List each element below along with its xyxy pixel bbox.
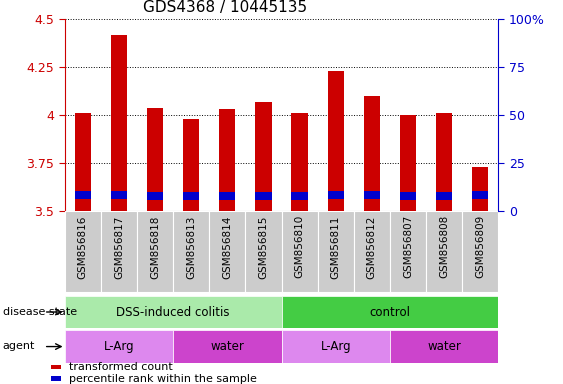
Bar xyxy=(147,108,163,211)
Text: GSM856809: GSM856809 xyxy=(475,215,485,278)
Text: GDS4368 / 10445135: GDS4368 / 10445135 xyxy=(143,0,307,15)
Bar xyxy=(65,211,101,292)
Text: GSM856811: GSM856811 xyxy=(330,215,341,279)
Bar xyxy=(292,192,308,200)
Bar xyxy=(173,211,209,292)
Bar xyxy=(400,115,416,211)
Text: GSM856814: GSM856814 xyxy=(222,215,233,279)
Text: GSM856813: GSM856813 xyxy=(186,215,196,279)
Bar xyxy=(364,96,380,211)
Text: DSS-induced colitis: DSS-induced colitis xyxy=(117,306,230,318)
Bar xyxy=(318,211,354,292)
Bar xyxy=(183,192,199,200)
Bar xyxy=(364,191,380,199)
Bar xyxy=(75,191,91,199)
Bar xyxy=(390,211,426,292)
Text: water: water xyxy=(427,340,461,353)
Bar xyxy=(255,102,271,211)
Bar xyxy=(426,211,462,292)
Bar xyxy=(173,330,282,363)
Bar xyxy=(75,113,91,211)
Text: L-Arg: L-Arg xyxy=(104,340,134,353)
Bar xyxy=(472,167,488,211)
Bar xyxy=(282,296,498,328)
Bar xyxy=(472,191,488,199)
Text: GSM856807: GSM856807 xyxy=(403,215,413,278)
Bar xyxy=(328,191,344,199)
Text: disease state: disease state xyxy=(3,307,77,317)
Text: GSM856818: GSM856818 xyxy=(150,215,160,279)
Bar xyxy=(101,211,137,292)
Bar xyxy=(328,71,344,211)
Bar xyxy=(111,35,127,211)
Text: transformed count: transformed count xyxy=(69,362,173,372)
Bar xyxy=(436,113,452,211)
Bar xyxy=(111,191,127,199)
Text: GSM856808: GSM856808 xyxy=(439,215,449,278)
Bar xyxy=(354,211,390,292)
Text: control: control xyxy=(369,306,410,318)
Bar xyxy=(255,192,271,200)
Text: GSM856810: GSM856810 xyxy=(294,215,305,278)
Text: agent: agent xyxy=(3,341,35,351)
Text: percentile rank within the sample: percentile rank within the sample xyxy=(69,374,257,384)
Bar xyxy=(282,211,318,292)
Text: L-Arg: L-Arg xyxy=(320,340,351,353)
Bar xyxy=(219,109,235,211)
Text: water: water xyxy=(211,340,244,353)
Bar xyxy=(137,211,173,292)
Bar xyxy=(65,296,282,328)
Bar xyxy=(436,192,452,200)
Bar xyxy=(245,211,282,292)
Bar xyxy=(209,211,245,292)
Bar xyxy=(292,113,308,211)
Bar xyxy=(462,211,498,292)
Text: GSM856812: GSM856812 xyxy=(367,215,377,279)
Bar xyxy=(65,330,173,363)
Text: GSM856815: GSM856815 xyxy=(258,215,269,279)
Bar xyxy=(390,330,498,363)
Bar xyxy=(183,119,199,211)
Text: GSM856816: GSM856816 xyxy=(78,215,88,279)
Bar xyxy=(282,330,390,363)
Bar xyxy=(147,192,163,200)
Text: GSM856817: GSM856817 xyxy=(114,215,124,279)
Bar xyxy=(219,192,235,200)
Bar xyxy=(400,192,416,200)
